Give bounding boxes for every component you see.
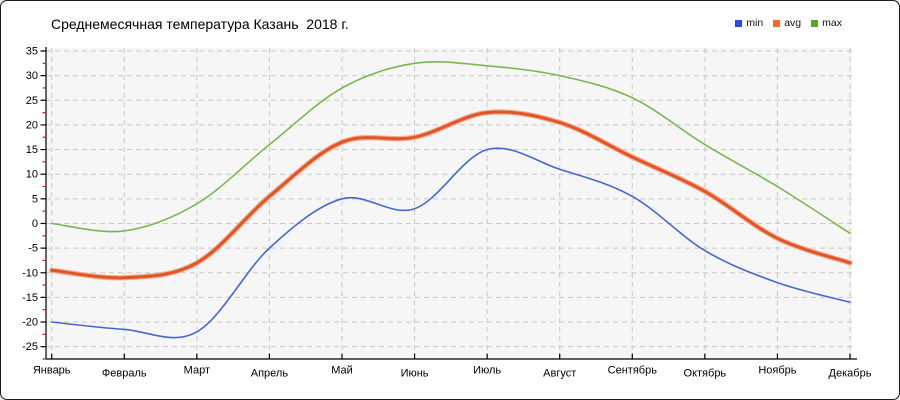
x-tick-label: Январь <box>33 365 71 377</box>
legend-item-min: min <box>735 17 763 29</box>
x-tick-label: Апрель <box>251 368 289 380</box>
y-tick-label: -25 <box>22 341 38 353</box>
y-tick-label: 35 <box>26 46 38 58</box>
x-tick-label: Август <box>543 368 576 380</box>
x-axis-ticks: Январь Февраль Март Апрель Май Июнь Июль Август… <box>33 353 872 380</box>
x-tick-label: Июнь <box>401 368 429 380</box>
y-axis-minor-ticks <box>42 62 46 360</box>
axes <box>45 47 857 360</box>
y-tick-label: -10 <box>22 267 38 279</box>
y-tick-label: -5 <box>28 243 38 255</box>
series-avg <box>49 109 853 281</box>
legend: min avg max <box>735 17 842 29</box>
y-tick-label: 25 <box>26 95 38 107</box>
x-tick-label: Октябрь <box>684 368 727 380</box>
x-tick-label: Сентябрь <box>608 365 658 377</box>
x-tick-label: Ноябрь <box>758 365 796 377</box>
y-tick-label: 10 <box>26 169 38 181</box>
series-max-line <box>50 61 851 235</box>
legend-label-max: max <box>822 17 842 29</box>
y-tick-label: 15 <box>26 144 38 156</box>
x-tick-label: Февраль <box>102 368 147 380</box>
legend-item-avg: avg <box>773 17 801 29</box>
x-tick-label: Май <box>331 365 353 377</box>
chart-title: Среднемесячная температура Казань 2018 г… <box>51 16 349 32</box>
plot-area <box>46 48 852 359</box>
y-tick-label: 5 <box>32 193 38 205</box>
y-tick-label: -15 <box>22 292 38 304</box>
y-tick-label: 30 <box>26 70 38 82</box>
series-min-line <box>50 147 851 339</box>
series-avg-line <box>50 110 852 280</box>
legend-swatch-avg-icon <box>773 19 781 27</box>
x-tick-label: Декабрь <box>829 368 872 380</box>
y-axis-ticks: 35 30 25 20 15 10 5 0 -5 -10 -15 -20 -25 <box>22 46 46 353</box>
x-tick-label: Март <box>184 365 210 377</box>
x-tick-label: Июль <box>473 365 501 377</box>
series-max <box>50 61 851 235</box>
y-tick-label: -20 <box>22 317 38 329</box>
legend-label-avg: avg <box>784 17 802 29</box>
legend-item-max: max <box>811 17 842 29</box>
legend-label-min: min <box>746 17 764 29</box>
y-tick-label: 20 <box>26 119 38 131</box>
y-tick-label: 0 <box>32 218 38 230</box>
series-min <box>50 147 851 339</box>
legend-swatch-min-icon <box>735 19 743 27</box>
legend-swatch-max-icon <box>811 19 819 27</box>
